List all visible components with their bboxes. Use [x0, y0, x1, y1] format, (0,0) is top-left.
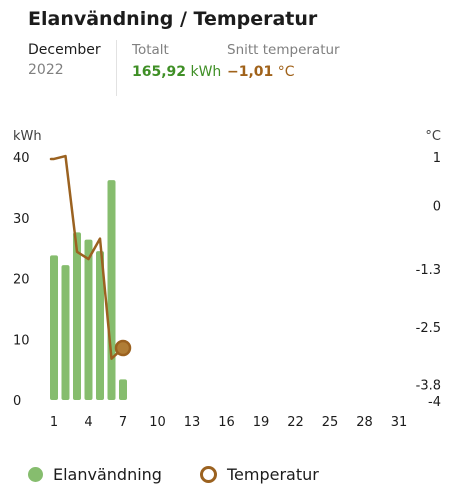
energy-bar[interactable] — [50, 255, 58, 400]
right-axis-tick-label: -4 — [428, 395, 441, 410]
total-number: 165,92 — [132, 64, 187, 80]
temperature-line — [49, 154, 125, 360]
right-axis-unit: °C — [425, 129, 441, 144]
avg-temp-unit: °C — [277, 64, 295, 80]
x-axis: 1 4 7 10 13 16 19 22 25 28 31 — [50, 415, 407, 430]
left-axis-tick-label: 10 — [13, 333, 30, 348]
avg-temp-label: Snitt temperatur — [227, 42, 340, 58]
energy-legend-marker-icon — [28, 466, 43, 482]
temperature-legend-marker-icon — [199, 465, 217, 483]
x-axis-tick-label: 19 — [253, 415, 270, 430]
x-axis-tick-label: 31 — [391, 415, 408, 430]
x-axis-tick-label: 10 — [149, 415, 166, 430]
right-axis-tick-label: -2.5 — [416, 321, 441, 336]
total-label: Totalt — [132, 42, 169, 58]
left-axis: 0 10 20 30 40 — [13, 151, 30, 409]
summary-divider — [116, 40, 117, 96]
left-axis-unit: kWh — [13, 129, 42, 144]
energy-bars — [50, 180, 127, 400]
total-unit: kWh — [190, 64, 222, 80]
page-title: Elanvändning / Temperatur — [28, 8, 318, 30]
left-axis-tick-label: 0 — [13, 394, 21, 409]
period-month: December — [28, 42, 101, 58]
legend-item-temperature[interactable]: Temperatur — [199, 464, 319, 484]
x-axis-tick-label: 22 — [287, 415, 304, 430]
avg-temp-number: −1,01 — [227, 64, 274, 80]
period-year: 2022 — [28, 62, 64, 78]
energy-bar[interactable] — [61, 265, 70, 400]
x-axis-tick-label: 16 — [218, 415, 235, 430]
energy-bar[interactable] — [107, 180, 116, 400]
right-axis-tick-label: -3.8 — [416, 378, 441, 393]
energy-bar[interactable] — [119, 379, 127, 400]
period-selector[interactable]: December 2022 — [28, 42, 118, 78]
x-axis-tick-label: 28 — [356, 415, 373, 430]
right-axis-tick-label: 0 — [433, 200, 441, 215]
right-axis-tick-label: 1 — [433, 151, 441, 166]
energy-bar[interactable] — [96, 251, 104, 400]
total-value: 165,92 kWh — [132, 64, 221, 80]
x-axis-tick-label: 4 — [84, 415, 92, 430]
legend-temperature-label: Temperatur — [226, 464, 319, 484]
energy-bar[interactable] — [84, 239, 93, 400]
left-axis-tick-label: 40 — [13, 151, 30, 166]
avg-temp-value: −1,01 °C — [227, 64, 340, 80]
x-axis-tick-label: 7 — [119, 415, 127, 430]
total-stat: Totalt 165,92 kWh — [132, 42, 221, 80]
legend-energy-label: Elanvändning — [53, 464, 162, 484]
avg-temp-stat: Snitt temperatur −1,01 °C — [227, 42, 340, 80]
left-axis-tick-label: 20 — [13, 273, 30, 288]
x-axis-tick-label: 13 — [184, 415, 201, 430]
temperature-point-marker[interactable] — [114, 339, 132, 357]
x-axis-tick-label: 25 — [322, 415, 339, 430]
right-axis-tick-label: -1.3 — [416, 263, 441, 278]
summary-panel: December 2022 Totalt 165,92 kWh Snitt te… — [28, 40, 428, 96]
right-axis: 1 0 -1.3 -2.5 -3.8 -4 — [416, 151, 441, 410]
temperature-series — [49, 154, 132, 360]
legend-item-energy[interactable]: Elanvändning — [28, 465, 162, 484]
left-axis-tick-label: 30 — [13, 212, 30, 227]
energy-bar[interactable] — [73, 232, 81, 400]
chart-legend: Elanvändning Temperatur — [28, 462, 357, 486]
x-axis-tick-label: 1 — [50, 415, 58, 430]
